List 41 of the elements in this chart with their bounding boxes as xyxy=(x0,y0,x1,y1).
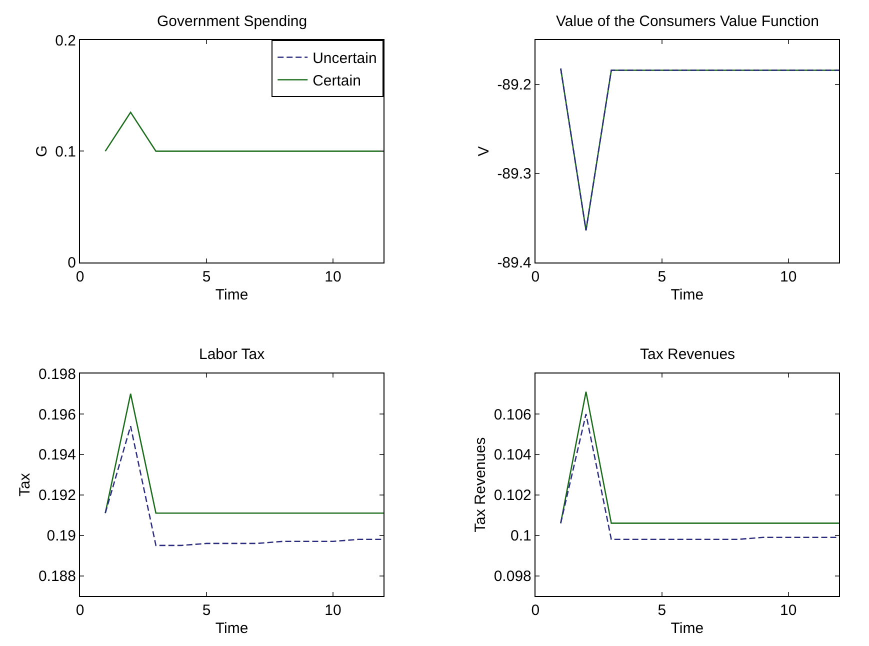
y-tick-label: -89.2 xyxy=(497,76,532,94)
y-tick-label: 0.1 xyxy=(55,143,76,160)
y-tick-label: 0.1 xyxy=(510,528,532,545)
x-tick-label: 5 xyxy=(658,268,666,286)
y-tick-label: 0.098 xyxy=(494,568,532,586)
y-tick-label: 0.102 xyxy=(494,487,532,504)
x-tick-label: 10 xyxy=(780,268,797,286)
legend-label: Uncertain xyxy=(312,50,377,68)
y-tick-label: -89.3 xyxy=(497,166,532,183)
chart-title: Value of the Consumers Value Function xyxy=(556,13,819,30)
y-tick-label: 0.2 xyxy=(55,32,76,50)
y-axis-title: Tax xyxy=(16,472,34,496)
y-tick-label: 0.104 xyxy=(494,446,532,464)
y-tick-label: 0 xyxy=(68,254,76,272)
line-series xyxy=(560,413,839,540)
y-tick-label: 0.106 xyxy=(494,406,532,424)
y-tick-label: 0.194 xyxy=(38,446,76,464)
line-series xyxy=(104,426,384,546)
x-tick-label: 10 xyxy=(324,602,342,619)
y-tick-label: 0.188 xyxy=(38,568,76,586)
y-tick-label: 0.198 xyxy=(38,366,76,383)
chart-title: Tax Revenues xyxy=(640,346,736,363)
x-tick-label: 5 xyxy=(658,602,666,619)
x-tick-label: 10 xyxy=(324,268,342,286)
x-tick-label: 5 xyxy=(202,268,211,286)
y-tick-label: -89.4 xyxy=(497,254,532,272)
y-axis-title: Tax Revenues xyxy=(472,437,490,532)
x-tick-label: 10 xyxy=(780,602,797,619)
legend-label: Certain xyxy=(312,72,361,90)
y-tick-label: 0.19 xyxy=(46,528,76,545)
x-tick-label: 5 xyxy=(202,602,211,619)
chart-title: Government Spending xyxy=(157,13,308,30)
y-tick-label: 0.192 xyxy=(38,487,76,504)
y-tick-label: 0.196 xyxy=(38,406,76,424)
x-axis-title: Time xyxy=(215,286,248,304)
y-axis-title: G xyxy=(33,145,50,158)
y-axis-title: V xyxy=(475,146,492,156)
x-axis-title: Time xyxy=(670,620,704,637)
chart-title: Labor Tax xyxy=(199,346,266,363)
x-axis-title: Time xyxy=(670,286,704,304)
x-axis-title: Time xyxy=(215,620,248,637)
